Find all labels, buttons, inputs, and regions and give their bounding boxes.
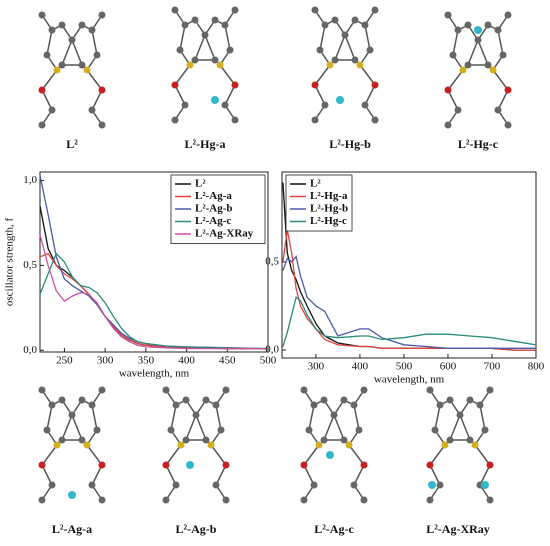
legend-label: L² [195,178,206,190]
legend-label: L²-Ag-a [195,190,232,202]
metal-atom [326,451,334,459]
plot-frame [281,171,537,359]
molecule-structures [37,5,513,505]
molecule-label: L²-Hg-c [458,137,499,151]
molecule-label: L² [66,137,78,151]
series-line [282,296,537,347]
x-axis-title: wavelength, nm [119,368,190,380]
y-tick-label: 0,0 [23,344,37,356]
molecule [37,10,107,130]
molecule [37,385,107,505]
metal-atom [186,461,194,469]
legend-label: L²-Hg-b [310,203,348,215]
x-tick-label: 250 [56,355,73,367]
metal-atom [211,96,219,104]
molecule [170,5,240,125]
legend-label: L²-Hg-a [310,190,348,202]
molecule-label: L²-Ag-c [314,522,354,536]
legend-label: L² [310,178,321,190]
molecule-label: L²-Ag-XRay [426,522,490,536]
x-tick-label: 350 [138,355,155,367]
molecule-label: L²-Ag-b [176,522,217,536]
molecule-label: L²-Hg-a [185,137,226,151]
series-line [282,255,536,349]
molecule [161,385,231,505]
plot-frame [39,171,269,353]
molecule [299,385,369,505]
y-tick-label: 0,0 [265,344,279,356]
metal-atom [481,481,489,489]
x-tick-label: 600 [440,361,457,373]
x-tick-label: 500 [260,355,277,367]
metal-atom [474,26,482,34]
series-line [39,252,268,350]
y-tick-label: 0,5 [23,259,37,271]
series-line [39,252,269,350]
x-tick-label: 800 [528,361,545,373]
x-tick-label: 400 [178,355,195,367]
metal-atom [428,481,436,489]
x-axis-title: wavelength, nm [374,374,445,386]
x-tick-label: 300 [308,361,325,373]
metal-atom [68,491,76,499]
x-tick-label: 450 [219,355,236,367]
legend-label: L²-Hg-c [310,215,347,227]
molecule [310,5,380,125]
x-tick-label: 400 [352,361,369,373]
y-axis-title: oscillator strength, f [4,218,16,307]
x-tick-label: 500 [396,361,413,373]
series-line [39,234,268,350]
molecule-label: L²-Ag-a [52,522,92,536]
legend-label: L²-Ag-b [195,203,233,215]
x-tick-label: 300 [97,355,114,367]
molecule-label: L²-Hg-b [329,137,371,151]
y-tick-label: 0,5 [265,255,279,267]
x-tick-label: 700 [484,361,501,373]
legend-label: L²-Ag-c [195,215,231,227]
legend-label: L²-Ag-XRay [195,228,254,240]
y-tick-label: 1,0 [23,174,37,186]
metal-atom [336,96,344,104]
